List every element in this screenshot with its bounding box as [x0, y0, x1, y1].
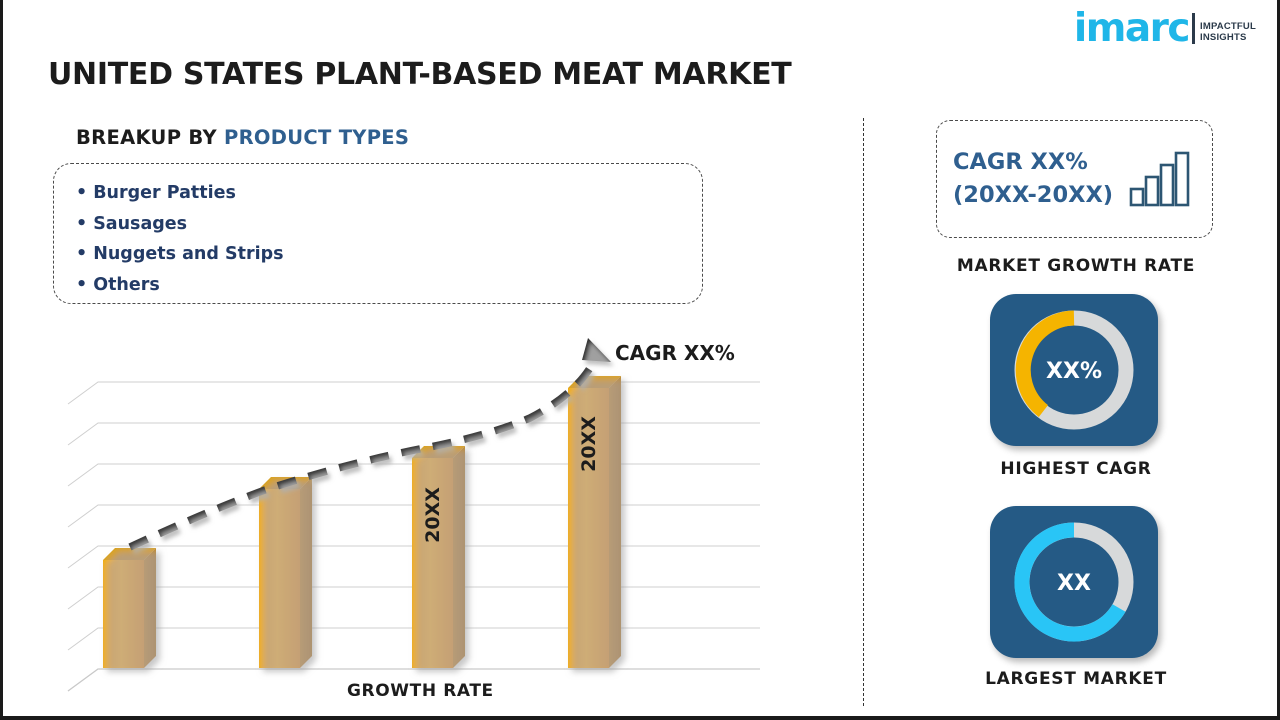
- largest-market-value: XX: [1057, 571, 1091, 596]
- list-item: • Sausages: [76, 209, 702, 240]
- growth-rate-chart: 20XX 20XX: [60, 330, 760, 720]
- chart-canvas: 20XX 20XX: [67, 338, 760, 692]
- market-growth-rate-caption: MARKET GROWTH RATE: [956, 256, 1196, 276]
- highest-cagr-caption: HIGHEST CAGR: [1000, 459, 1152, 479]
- donut-chart-icon: XX%: [1014, 310, 1134, 430]
- largest-market-tile: XX: [990, 506, 1158, 658]
- logo-divider: [1192, 13, 1196, 44]
- highest-cagr-value: XX%: [1046, 359, 1102, 384]
- logo-tagline-line1: IMPACTFUL: [1200, 21, 1256, 32]
- donut-value-arc: [1015, 310, 1075, 418]
- breakup-heading-prefix: BREAKUP BY: [76, 126, 224, 149]
- bar-1: [103, 548, 156, 668]
- bar-2: [259, 477, 312, 668]
- logo-tagline: IMPACTFUL INSIGHTS: [1200, 21, 1256, 46]
- list-item-label: Others: [93, 274, 160, 295]
- list-item-label: Burger Patties: [93, 183, 236, 203]
- list-item-label: Nuggets and Strips: [93, 244, 284, 264]
- market-growth-rate-card: CAGR XX% (20XX-20XX): [936, 120, 1213, 238]
- highest-cagr-tile: XX%: [990, 294, 1158, 446]
- product-types-box: • Burger Patties • Sausages • Nuggets and S…: [53, 163, 703, 304]
- logo-wordmark: imarc: [1073, 6, 1191, 51]
- breakup-heading: BREAKUP BY PRODUCT TYPES: [76, 126, 409, 149]
- chart-cagr-annotation: CAGR XX%: [615, 341, 735, 365]
- imarc-logo: imarc IMPACTFUL INSIGHTS: [1073, 6, 1256, 51]
- bullet-icon: •: [76, 244, 88, 264]
- bar-chart-icon: [1129, 151, 1190, 207]
- list-item-label: Sausages: [93, 213, 188, 234]
- page-border-left: [0, 0, 3, 720]
- section-divider: [863, 118, 864, 706]
- bar-3: [412, 446, 465, 668]
- list-item: • Others: [76, 270, 702, 301]
- bar-3-label: 20XX: [422, 487, 444, 543]
- trend-arrowhead: [582, 338, 611, 362]
- growth-line-2: (20XX-20XX): [953, 182, 1114, 208]
- list-item: • Burger Patties: [76, 178, 702, 209]
- chart-baseline: [67, 668, 760, 692]
- chart-x-axis-label: GROWTH RATE: [347, 681, 494, 701]
- donut-value-arc: [1014, 522, 1126, 642]
- bar-4: [568, 376, 621, 668]
- breakup-heading-accent: PRODUCT TYPES: [223, 126, 410, 149]
- growth-line-1: CAGR XX%: [953, 149, 1088, 175]
- page-title: UNITED STATES PLANT-BASED MEAT MARKET: [48, 57, 792, 92]
- page-border-bottom: [0, 716, 1280, 720]
- page-border-right: [1277, 0, 1280, 720]
- donut-chart-icon: XX: [1014, 522, 1134, 642]
- largest-market-caption: LARGEST MARKET: [985, 669, 1167, 689]
- market-growth-rate-value: CAGR XX% (20XX-20XX): [953, 146, 1128, 212]
- bullet-icon: •: [76, 274, 88, 295]
- bar-4-label: 20XX: [578, 416, 600, 472]
- logo-tagline-line2: INSIGHTS: [1200, 32, 1247, 43]
- trend-line: [128, 338, 611, 551]
- bullet-icon: •: [76, 183, 88, 203]
- bullet-icon: •: [76, 213, 88, 234]
- list-item: • Nuggets and Strips: [76, 239, 702, 270]
